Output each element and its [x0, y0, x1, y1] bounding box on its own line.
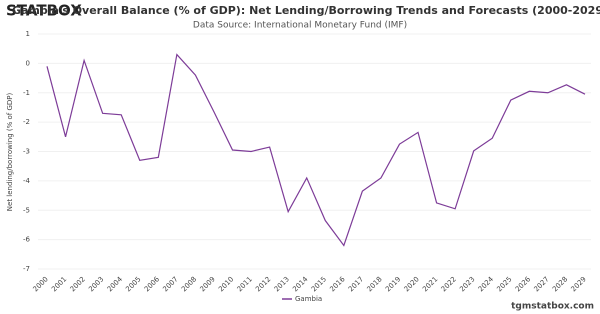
x-tick-label: 2006 [143, 275, 162, 294]
x-tick-label: 2022 [440, 275, 458, 293]
y-tick-label: -5 [23, 206, 30, 214]
x-tick-label: 2002 [69, 275, 87, 293]
x-tick-label: 2016 [328, 275, 347, 294]
y-tick-label: -3 [23, 148, 30, 156]
y-tick-label: -7 [23, 265, 30, 273]
x-tick-label: 2003 [87, 275, 105, 293]
x-tick-label: 2023 [458, 275, 476, 293]
x-tick-label: 2021 [421, 275, 439, 293]
x-tick-label: 2010 [217, 275, 235, 293]
x-tick-label: 2028 [551, 275, 569, 293]
legend-label: Gambia [295, 295, 322, 303]
data-line [46, 53, 586, 247]
x-tick-label: 2013 [273, 275, 291, 293]
chart-subtitle: Data Source: International Monetary Fund… [193, 21, 407, 31]
x-tick-label: 2020 [403, 275, 421, 293]
x-tick-label: 2026 [514, 275, 533, 294]
x-tick-label: 2027 [532, 275, 550, 293]
x-tick-label: 2005 [124, 275, 142, 293]
x-tick-label: 2014 [291, 275, 310, 294]
y-tick-label: -6 [23, 236, 31, 244]
y-tick-label: -4 [23, 177, 31, 185]
y-tick-label: -2 [23, 118, 30, 126]
x-tick-label: 2029 [570, 275, 588, 293]
x-tick-label: 2009 [199, 275, 217, 293]
y-axis-label: Net lending/borrowing (% of GDP) [6, 93, 14, 212]
chart-title: Gambia's Overall Balance (% of GDP): Net… [12, 4, 600, 17]
logo: STATBOX [6, 2, 82, 20]
y-tick-label: 1 [26, 30, 30, 38]
x-tick-label: 2017 [347, 275, 365, 293]
footer: tgmstatbox.com [511, 302, 594, 312]
x-tick-label: 2001 [50, 275, 68, 293]
x-tick-label: 2015 [310, 275, 328, 293]
x-tick-label: 2012 [254, 275, 272, 293]
x-tick-label: 2024 [477, 275, 496, 294]
x-tick-label: 2025 [495, 275, 513, 293]
x-tick-label: 2018 [365, 275, 383, 293]
x-tick-label: 2004 [106, 275, 125, 294]
x-tick-label: 2019 [384, 275, 402, 293]
y-tick-label: -1 [23, 89, 30, 97]
x-tick-label: 2000 [32, 275, 50, 293]
y-tick-label: 0 [26, 59, 30, 67]
x-tick-label: 2008 [180, 275, 198, 293]
x-tick-label: 2011 [236, 275, 254, 293]
x-tick-label: 2007 [161, 275, 179, 293]
